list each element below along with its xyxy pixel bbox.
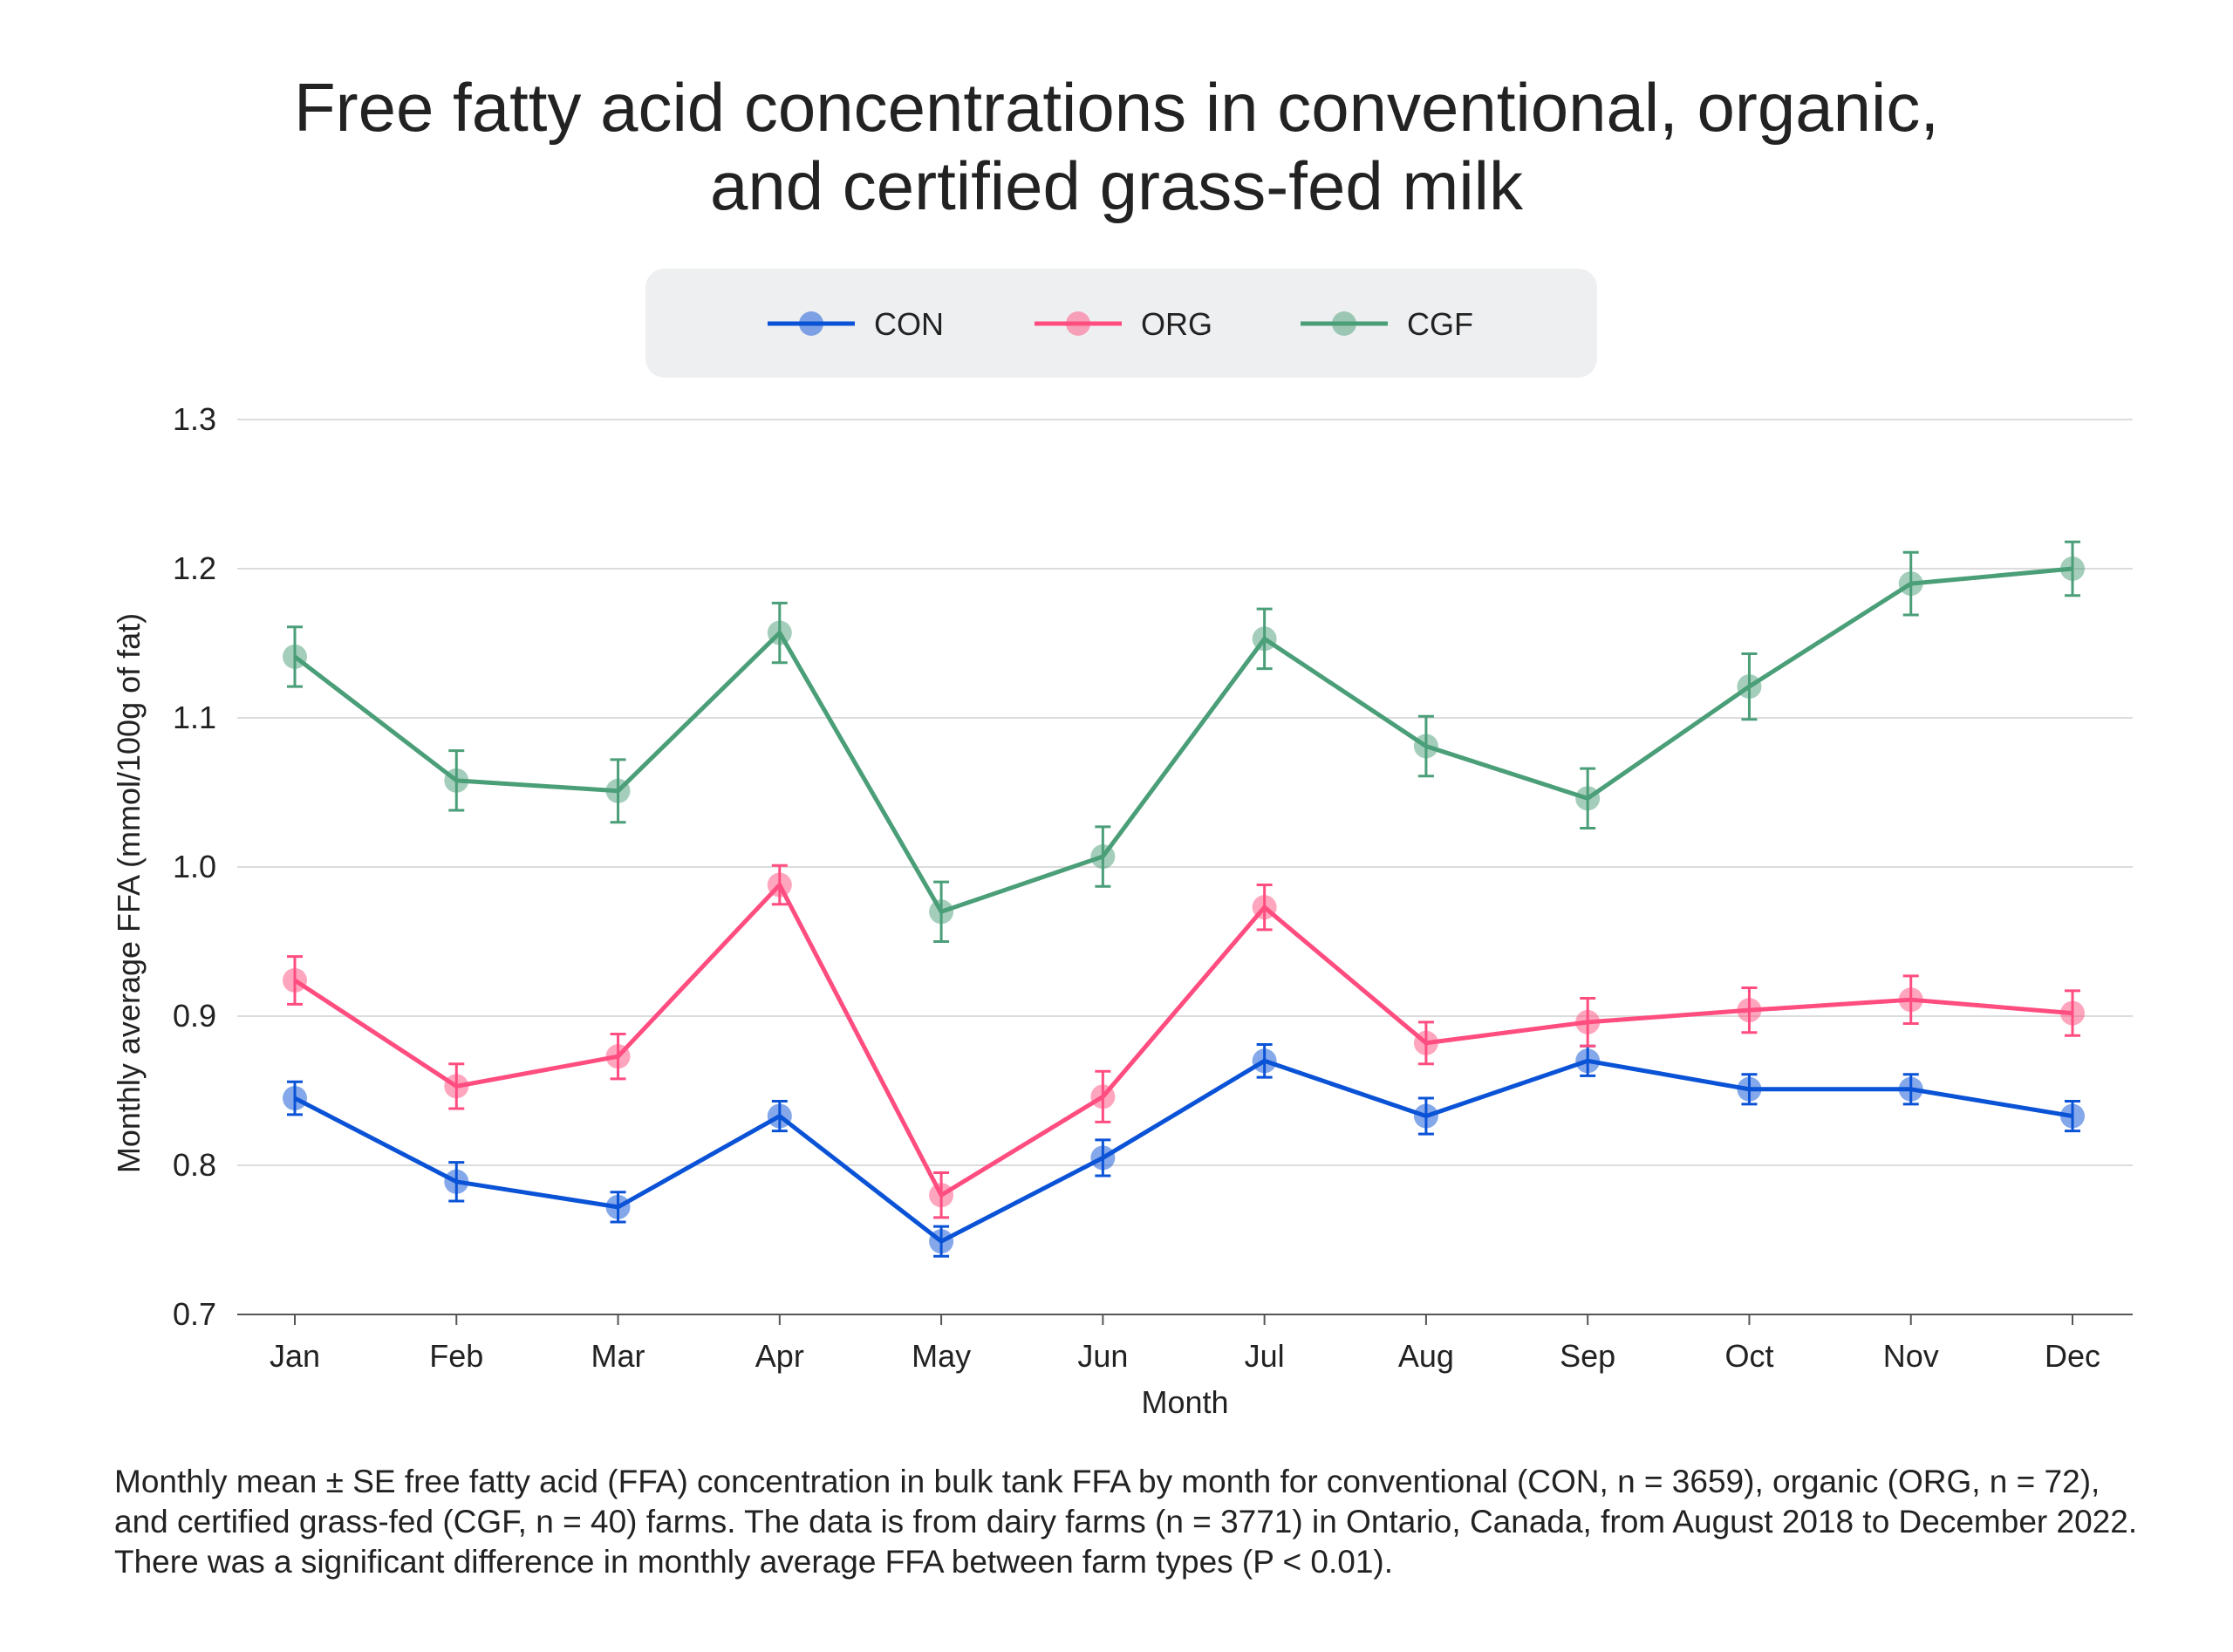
series-cgf	[283, 540, 2085, 943]
data-point	[1575, 1009, 1601, 1034]
data-point	[929, 1229, 954, 1254]
data-point	[605, 778, 631, 803]
data-point	[2060, 556, 2085, 581]
data-point	[605, 1194, 631, 1219]
x-axis-label: Month	[1141, 1384, 1228, 1420]
series-line	[293, 566, 2073, 914]
data-point	[767, 1103, 792, 1129]
data-point	[444, 1169, 469, 1194]
series-con	[283, 1042, 2085, 1258]
legend-marker	[1066, 311, 1090, 336]
data-point	[1737, 1076, 1762, 1102]
chart-title: Free fatty acid concentrations in conven…	[0, 68, 2233, 225]
data-point	[767, 872, 792, 898]
data-point	[1898, 1076, 1923, 1102]
data-point	[444, 1074, 469, 1099]
data-point	[2060, 1103, 2085, 1129]
x-tick-label: Jul	[1245, 1338, 1285, 1374]
data-point	[1090, 1084, 1116, 1109]
series-line	[293, 883, 2073, 1198]
data-point	[1252, 626, 1277, 652]
data-point	[1413, 1030, 1438, 1055]
y-tick-label: 0.9	[173, 998, 216, 1034]
data-point	[2060, 1000, 2085, 1026]
x-tick-label: May	[912, 1338, 971, 1374]
data-point	[1413, 1103, 1438, 1129]
data-point	[1413, 734, 1438, 759]
data-point	[1737, 674, 1762, 700]
chart-title-line-1: Free fatty acid concentrations in conven…	[293, 69, 1940, 146]
legend-item-org: ORG	[1035, 306, 1212, 342]
data-point	[1898, 571, 1923, 597]
y-axis-label: Monthly average FFA (mmol/100g of fat)	[111, 613, 147, 1173]
data-point	[605, 1044, 631, 1069]
x-tick-label: Mar	[591, 1338, 645, 1374]
data-point	[1252, 895, 1277, 920]
series-org	[283, 864, 2085, 1219]
legend-marker	[1332, 311, 1356, 336]
legend: CON ORG CGF	[645, 269, 1597, 378]
figure-caption: Monthly mean ± SE free fatty acid (FFA) …	[114, 1464, 2138, 1580]
x-tick-label: Aug	[1398, 1338, 1454, 1374]
y-tick-label: 1.2	[173, 550, 216, 586]
y-tick-label: 1.0	[173, 849, 216, 884]
data-point	[929, 899, 954, 925]
legend-marker	[799, 311, 823, 336]
legend-svg: CON ORG CGF	[768, 306, 1473, 342]
x-tick-label: Feb	[429, 1338, 483, 1374]
y-tick-label: 0.7	[173, 1296, 216, 1332]
legend-label: ORG	[1141, 306, 1212, 342]
chart-title-line-2: and certified grass-fed milk	[709, 147, 1524, 224]
x-tick-label: Nov	[1883, 1338, 1939, 1374]
y-tick-label: 1.3	[173, 401, 216, 437]
data-point	[1575, 1048, 1601, 1074]
data-point	[929, 1183, 954, 1208]
data-point	[1090, 1145, 1116, 1171]
x-tick-label: Oct	[1724, 1338, 1773, 1374]
data-point	[283, 1086, 307, 1111]
x-tick-label: Sep	[1560, 1338, 1615, 1374]
data-point	[767, 620, 792, 645]
x-tick-label: Apr	[755, 1338, 804, 1374]
legend-item-con: CON	[768, 306, 944, 342]
series-line	[293, 1058, 2073, 1244]
y-tick-label: 0.8	[173, 1147, 216, 1183]
legend-label: CGF	[1407, 306, 1473, 342]
data-point	[1090, 844, 1116, 870]
data-point	[1898, 987, 1923, 1013]
legend-label: CON	[874, 306, 944, 342]
legend-item-cgf: CGF	[1301, 306, 1473, 342]
data-point	[444, 768, 469, 793]
x-tick-label: Jun	[1077, 1338, 1128, 1374]
data-point	[1737, 998, 1762, 1023]
x-tick-label: Jan	[270, 1338, 320, 1374]
y-tick-label: 1.1	[173, 700, 216, 735]
data-point	[283, 644, 307, 669]
x-tick-label: Dec	[2045, 1338, 2100, 1374]
data-point	[1575, 786, 1601, 811]
data-point	[1252, 1048, 1277, 1074]
data-point	[283, 967, 307, 993]
